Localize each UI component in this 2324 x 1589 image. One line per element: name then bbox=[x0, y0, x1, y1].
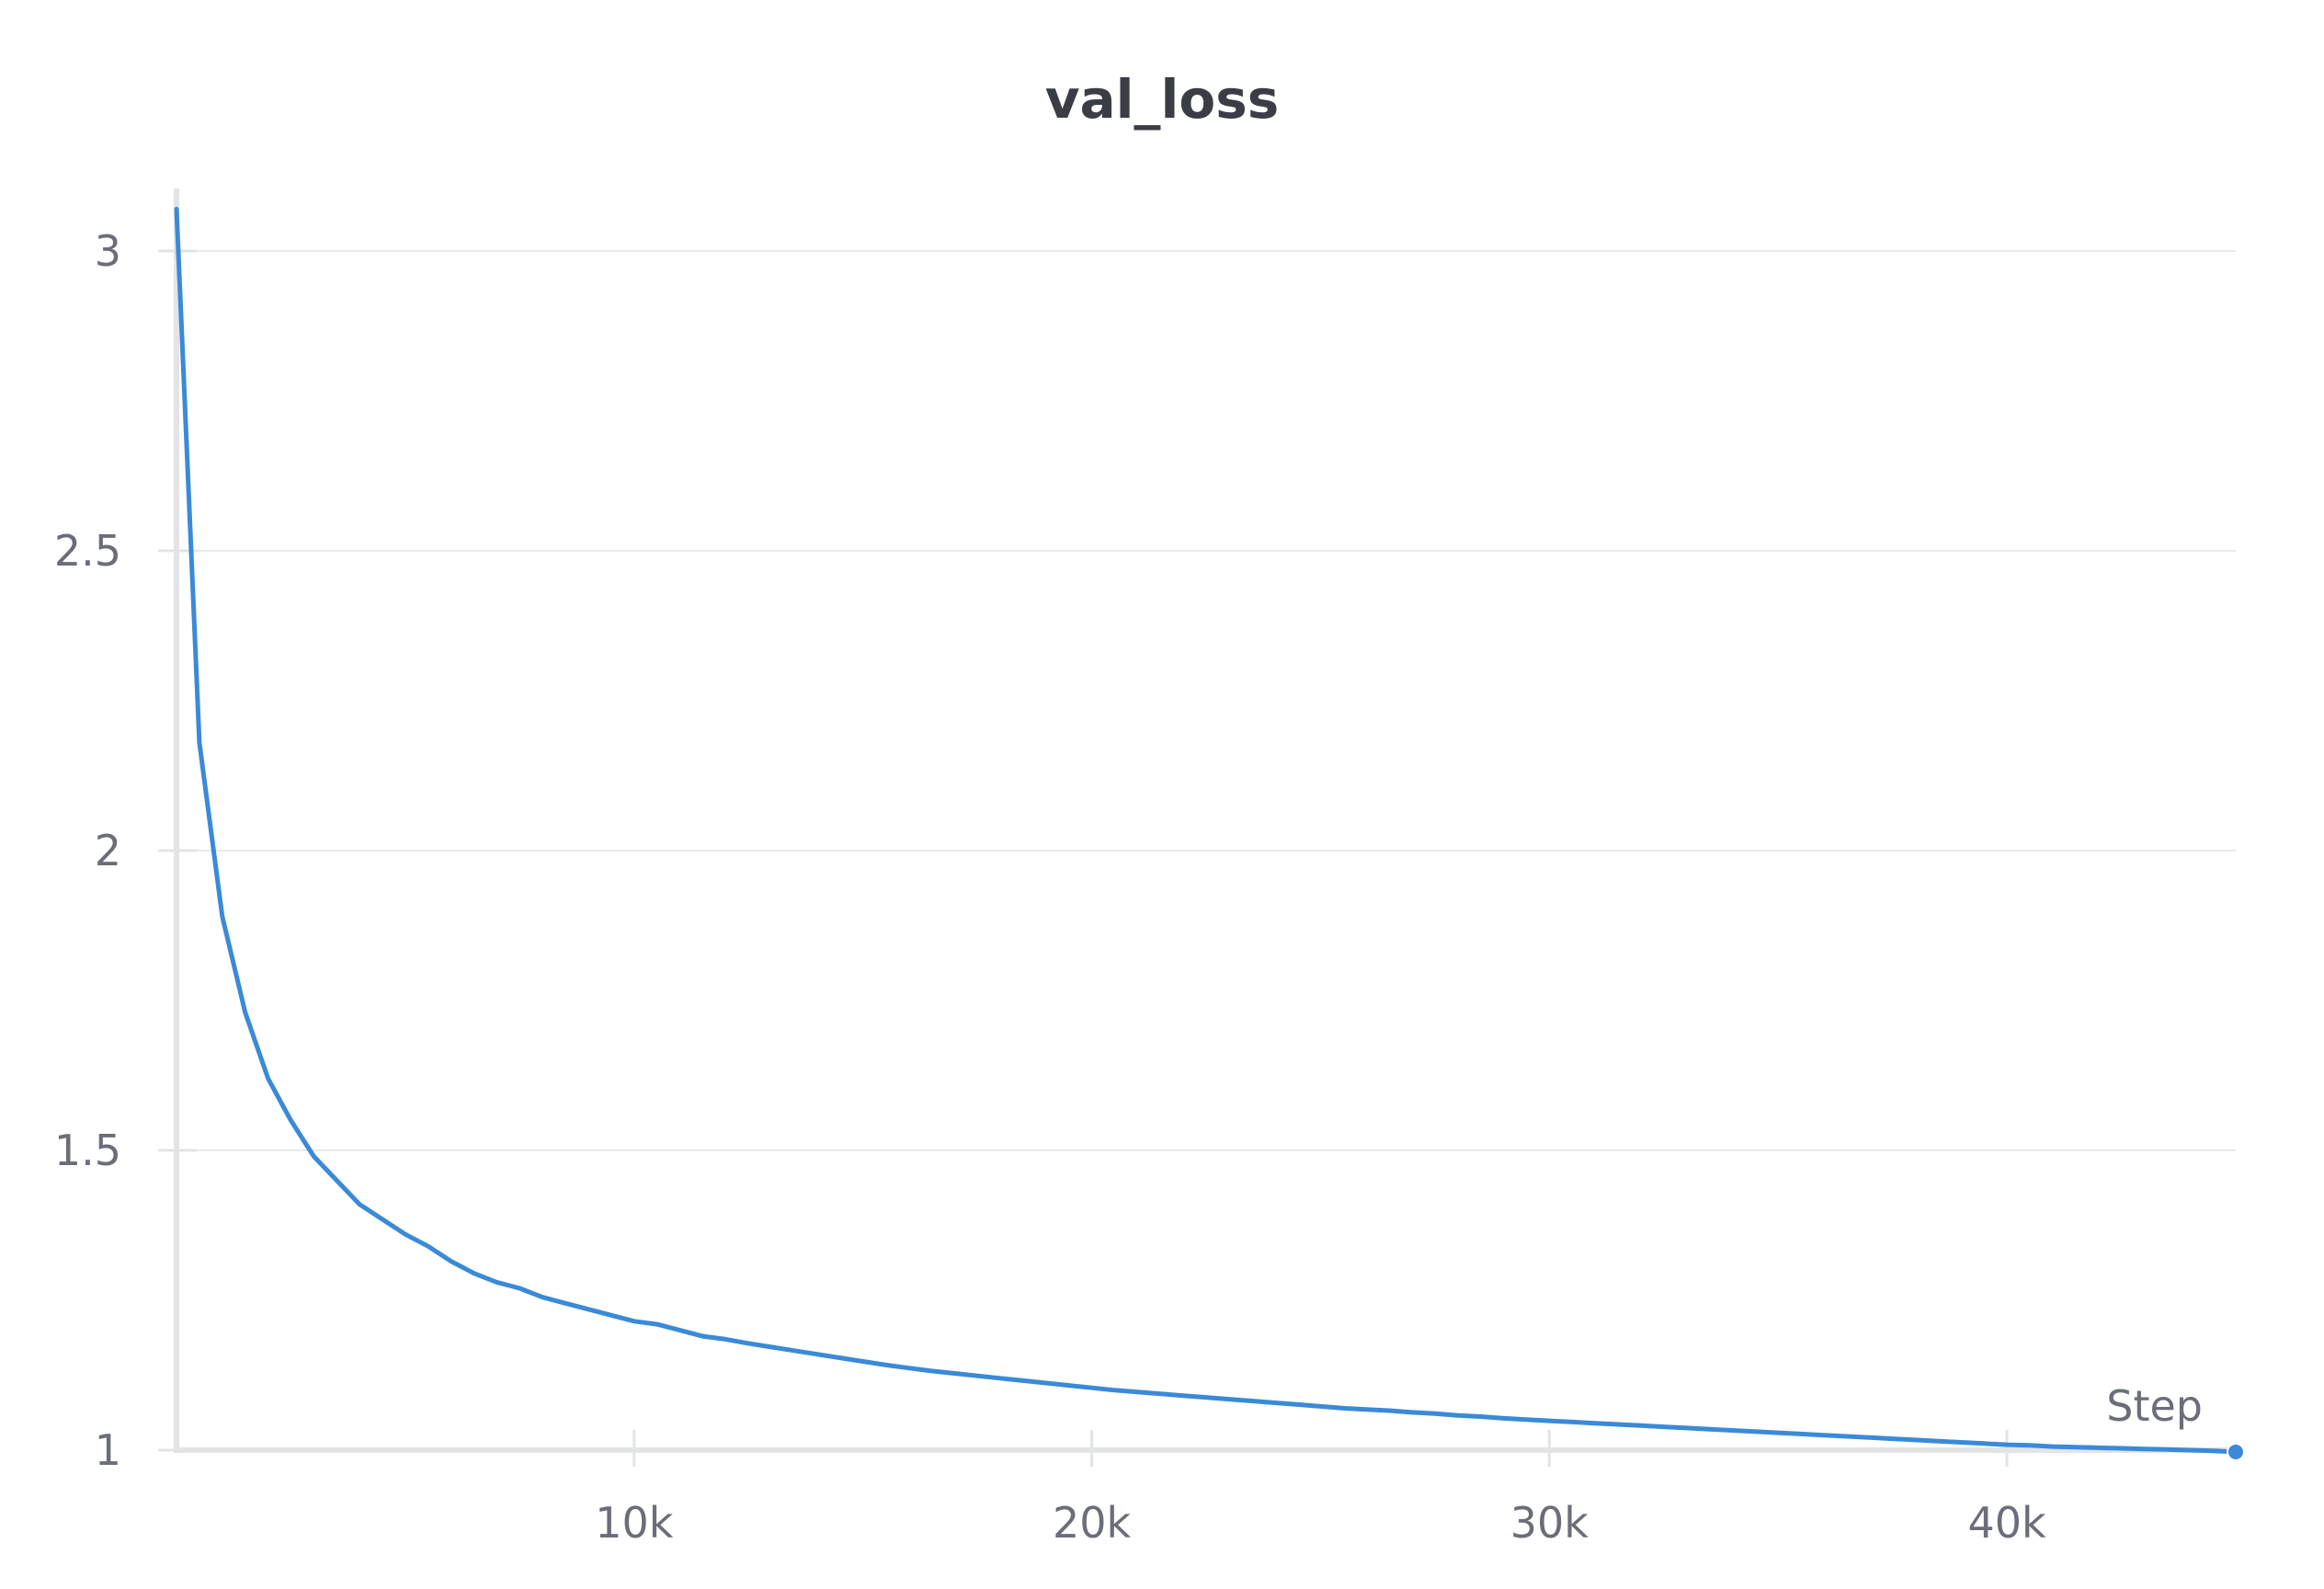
axes bbox=[174, 189, 2236, 1453]
y-tick-label: 2 bbox=[95, 826, 121, 875]
chart-title: val_loss bbox=[1045, 68, 1280, 131]
series-line bbox=[174, 206, 2239, 1455]
y-tick-label: 3 bbox=[95, 226, 121, 276]
y-tick-label: 2.5 bbox=[54, 526, 121, 576]
x-tick-label: 10k bbox=[595, 1498, 674, 1548]
x-tick-label: 40k bbox=[1968, 1498, 2047, 1548]
x-axis-label: Step bbox=[2106, 1381, 2203, 1431]
series-lines bbox=[174, 206, 2245, 1461]
x-tick-label: 20k bbox=[1053, 1498, 1132, 1548]
ticks: 1 1.5 2 2.5 3 10k 20k 30k 40k bbox=[54, 226, 2046, 1548]
x-tick-label: 30k bbox=[1510, 1498, 1589, 1548]
series-end-point[interactable] bbox=[2227, 1442, 2245, 1461]
y-tick-label: 1 bbox=[95, 1425, 121, 1475]
grid-lines bbox=[177, 250, 2236, 1151]
y-tick-label: 1.5 bbox=[54, 1126, 121, 1175]
